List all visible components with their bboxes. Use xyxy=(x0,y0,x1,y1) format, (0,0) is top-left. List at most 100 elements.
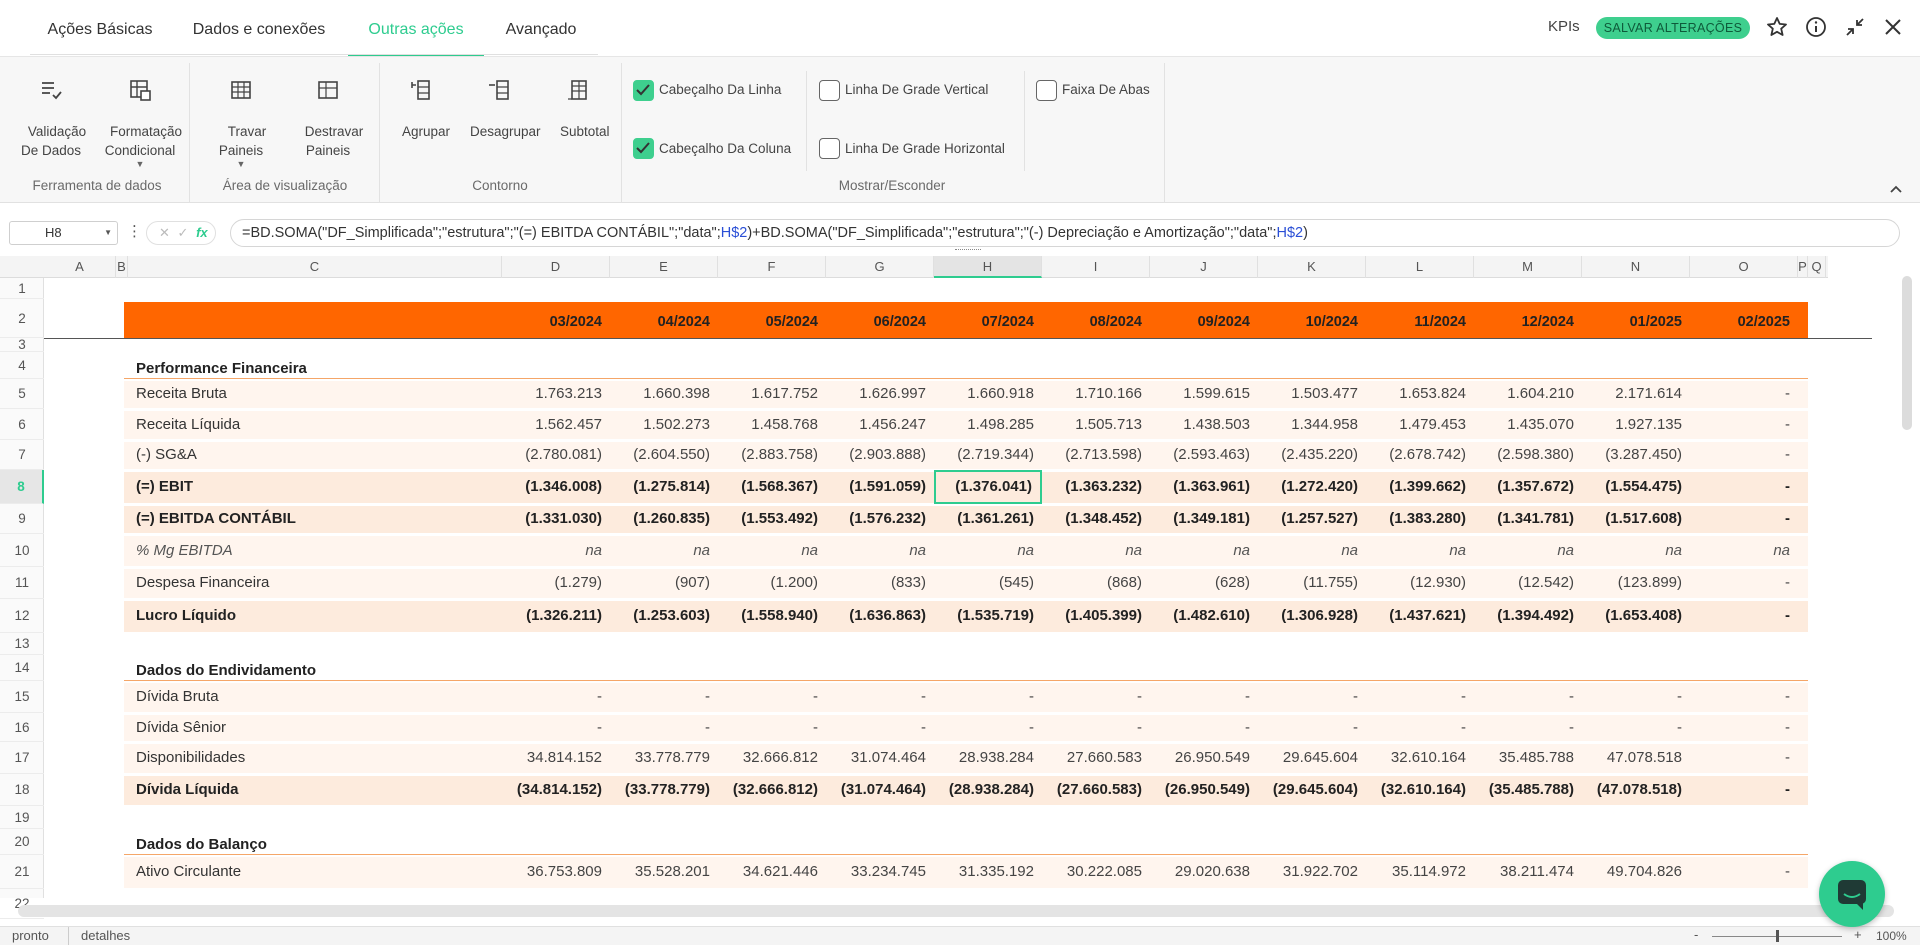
data-cell[interactable]: - xyxy=(813,688,818,705)
data-cell[interactable]: 26.950.549 xyxy=(1174,749,1250,766)
data-cell[interactable]: (1.260.835) xyxy=(633,510,710,527)
subtotal-button[interactable]: Subtotal xyxy=(548,57,610,187)
data-cell[interactable]: na xyxy=(585,542,602,559)
row-label-cell[interactable]: Dados do Endividamento xyxy=(136,662,317,679)
data-cell[interactable]: (1.553.492) xyxy=(741,510,818,527)
data-cell[interactable]: na xyxy=(693,542,710,559)
data-cell[interactable]: (47.078.518) xyxy=(1596,781,1682,798)
data-cell[interactable]: - xyxy=(1137,688,1142,705)
data-cell[interactable]: - xyxy=(1245,688,1250,705)
row-header-8[interactable]: 8 xyxy=(0,470,44,504)
data-cell[interactable]: - xyxy=(1785,385,1790,402)
confirm-icon[interactable]: ✓ xyxy=(177,225,189,240)
data-cell[interactable]: - xyxy=(1569,719,1574,736)
data-cell[interactable]: 38.211.474 xyxy=(1500,863,1574,880)
data-cell[interactable]: (1.279) xyxy=(554,574,602,591)
group-button[interactable]: Agrupar xyxy=(390,57,450,187)
row-header-20[interactable]: 20 xyxy=(0,829,44,855)
data-cell[interactable]: (12.542) xyxy=(1518,574,1574,591)
chat-button[interactable] xyxy=(1819,861,1885,927)
data-cell[interactable]: (1.636.863) xyxy=(849,607,926,624)
row-header-17[interactable]: 17 xyxy=(0,742,44,774)
row-header-19[interactable]: 19 xyxy=(0,806,44,829)
data-cell[interactable]: (1.576.232) xyxy=(849,510,926,527)
row-label-cell[interactable]: Receita Líquida xyxy=(136,416,241,433)
data-cell[interactable]: 1.435.070 xyxy=(1507,416,1574,433)
zoom-slider-thumb[interactable] xyxy=(1776,930,1779,942)
data-cell[interactable]: - xyxy=(1785,607,1790,624)
data-cell[interactable]: (32.610.164) xyxy=(1380,781,1466,798)
column-header-a[interactable]: A xyxy=(44,256,116,278)
data-cell[interactable]: - xyxy=(1461,688,1466,705)
data-cell[interactable]: (1.331.030) xyxy=(525,510,602,527)
row-label-cell[interactable]: Lucro Líquido xyxy=(136,607,236,624)
row-header-18[interactable]: 18 xyxy=(0,774,44,806)
data-cell[interactable]: (1.535.719) xyxy=(957,607,1034,624)
row-label-cell[interactable]: (=) EBITDA CONTÁBIL xyxy=(136,510,296,527)
data-cell[interactable]: (32.666.812) xyxy=(732,781,818,798)
row-label-cell[interactable]: Estoques xyxy=(124,889,424,898)
data-cell[interactable]: 1.660.918 xyxy=(967,385,1034,402)
data-cell[interactable]: (1.399.662) xyxy=(1389,478,1466,495)
row-header-5[interactable]: 5 xyxy=(0,379,44,409)
row-header-13[interactable]: 13 xyxy=(0,633,44,655)
data-cell[interactable]: 28.938.284 xyxy=(958,749,1034,766)
data-cell[interactable]: (1.482.610) xyxy=(1173,607,1250,624)
data-cell[interactable]: 1.626.997 xyxy=(859,385,926,402)
freeze-panes-button[interactable]: Travar Paineis ▼ xyxy=(204,57,278,187)
row-header-3[interactable]: 3 xyxy=(0,338,44,352)
data-cell[interactable]: (1.591.059) xyxy=(849,478,926,495)
data-cell[interactable]: (1.394.492) xyxy=(1497,607,1574,624)
name-box[interactable]: H8 ▼ xyxy=(9,221,118,245)
data-cell[interactable]: - xyxy=(1785,688,1790,705)
data-cell[interactable]: 35.114.972 xyxy=(1392,863,1466,880)
data-cell[interactable]: - xyxy=(1785,719,1790,736)
data-cell[interactable]: (1.306.928) xyxy=(1281,607,1358,624)
data-cell[interactable]: 33.778.779 xyxy=(634,749,710,766)
chevron-up-icon[interactable] xyxy=(1889,184,1903,194)
data-cell[interactable]: (2.598.380) xyxy=(1497,446,1574,463)
row-header-7[interactable]: 7 xyxy=(0,440,44,470)
star-icon[interactable] xyxy=(1765,15,1789,39)
data-cell[interactable]: 1.763.213 xyxy=(535,385,602,402)
data-cell[interactable]: (907) xyxy=(674,574,710,591)
data-cell[interactable]: (2.435.220) xyxy=(1281,446,1358,463)
data-cell[interactable]: 34.621.446 xyxy=(742,863,818,880)
data-cell[interactable]: (2.604.550) xyxy=(633,446,710,463)
data-cell[interactable]: - xyxy=(705,688,710,705)
date-header-cell[interactable]: 03/2024 xyxy=(549,314,602,330)
date-header-cell[interactable]: 06/2024 xyxy=(873,314,926,330)
row-header-9[interactable]: 9 xyxy=(0,504,44,534)
row-header-11[interactable]: 11 xyxy=(0,567,44,599)
data-cell[interactable]: - xyxy=(705,719,710,736)
date-header-cell[interactable]: 05/2024 xyxy=(765,314,818,330)
data-cell[interactable]: - xyxy=(1137,719,1142,736)
data-cell[interactable]: na xyxy=(1449,542,1466,559)
data-cell[interactable]: - xyxy=(597,688,602,705)
data-cell[interactable]: 1.479.453 xyxy=(1399,416,1466,433)
row-label-cell[interactable]: (=) EBIT xyxy=(136,478,194,495)
ungroup-button[interactable]: Desagrupar xyxy=(458,57,541,187)
data-cell[interactable]: (11.755) xyxy=(1303,574,1358,591)
row-label-cell[interactable]: Dívida Bruta xyxy=(136,688,219,705)
data-cell[interactable]: 1.498.285 xyxy=(967,416,1034,433)
data-cell[interactable]: 27.660.583 xyxy=(1066,749,1142,766)
data-cell[interactable]: 49.704.826 xyxy=(1606,863,1682,880)
info-icon[interactable] xyxy=(1804,15,1828,39)
row-header-checkbox[interactable] xyxy=(633,80,654,101)
row-header-16[interactable]: 16 xyxy=(0,713,44,742)
conditional-format-button[interactable]: Formatação Condicional ▼ xyxy=(98,57,182,187)
row-header-6[interactable]: 6 xyxy=(0,409,44,440)
data-cell[interactable]: (1.653.408) xyxy=(1605,607,1682,624)
data-cell[interactable]: (123.899) xyxy=(1617,574,1682,591)
data-cell[interactable]: - xyxy=(1785,416,1790,433)
row-header-15[interactable]: 15 xyxy=(0,681,44,713)
selected-cell[interactable]: (1.376.041) xyxy=(934,470,1042,504)
data-cell[interactable]: (1.363.232) xyxy=(1065,478,1142,495)
data-cell[interactable]: (1.558.940) xyxy=(741,607,818,624)
data-cell[interactable]: (1.554.475) xyxy=(1605,478,1682,495)
data-cell[interactable]: (12.930) xyxy=(1410,574,1466,591)
data-cell[interactable]: (1.257.527) xyxy=(1281,510,1358,527)
tab-acoes-basicas[interactable]: Ações Básicas xyxy=(47,21,153,38)
data-cell[interactable]: (1.348.452) xyxy=(1065,510,1142,527)
